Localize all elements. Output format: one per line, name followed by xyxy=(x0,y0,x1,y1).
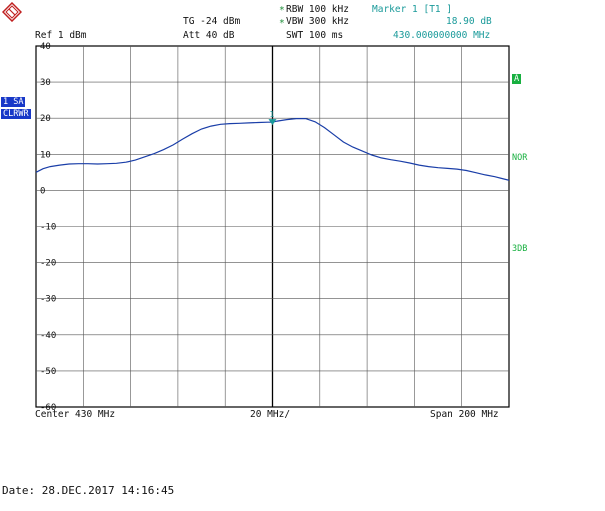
marker-1-label: 1 xyxy=(270,110,275,119)
y-tick-label: -20 xyxy=(40,259,56,269)
y-tick-label: -30 xyxy=(40,295,56,305)
vbw-setting: VBW 300 kHz xyxy=(286,16,349,27)
center-frequency: Center 430 MHz xyxy=(35,409,116,420)
y-tick-label: -40 xyxy=(40,331,56,341)
marker-1-point xyxy=(268,119,277,126)
bandwidth-3db-label: 3DB xyxy=(512,244,528,254)
span: Span 200 MHz xyxy=(430,409,499,420)
marker-title: Marker 1 [T1 ] xyxy=(372,4,453,15)
trace-clrwr-badge: CLRWR xyxy=(1,109,31,119)
y-tick-label: 30 xyxy=(40,78,51,88)
attenuation: Att 40 dB xyxy=(183,30,235,41)
marker-level: 18.90 dB xyxy=(446,16,492,27)
trace-sa-badge: 1 SA xyxy=(1,97,26,107)
y-tick-label: -50 xyxy=(40,367,56,377)
trace-a-badge: A xyxy=(512,74,522,84)
rbw-setting: RBW 100 kHz xyxy=(286,4,349,15)
tracking-generator-level: TG -24 dBm xyxy=(183,16,241,27)
vbw-star-icon: * xyxy=(279,18,285,29)
sweep-time: SWT 100 ms xyxy=(286,30,344,41)
y-tick-label: 20 xyxy=(40,114,51,124)
y-tick-label: 0 xyxy=(40,186,45,196)
y-tick-label: -10 xyxy=(40,223,56,233)
date-stamp: Date: 28.DEC.2017 14:16:45 xyxy=(2,484,175,497)
y-tick-label: 10 xyxy=(40,150,51,160)
y-tick-label: 40 xyxy=(40,42,51,52)
y-tick-label: -60 xyxy=(40,403,56,413)
rbw-star-icon: * xyxy=(279,5,285,16)
marker-frequency: 430.000000000 MHz xyxy=(393,30,491,41)
frequency-per-division: 20 MHz/ xyxy=(250,409,291,420)
rohde-schwarz-logo-icon xyxy=(2,2,22,22)
detector-nor-label: NOR xyxy=(512,153,528,163)
ref-level: Ref 1 dBm xyxy=(35,30,87,41)
